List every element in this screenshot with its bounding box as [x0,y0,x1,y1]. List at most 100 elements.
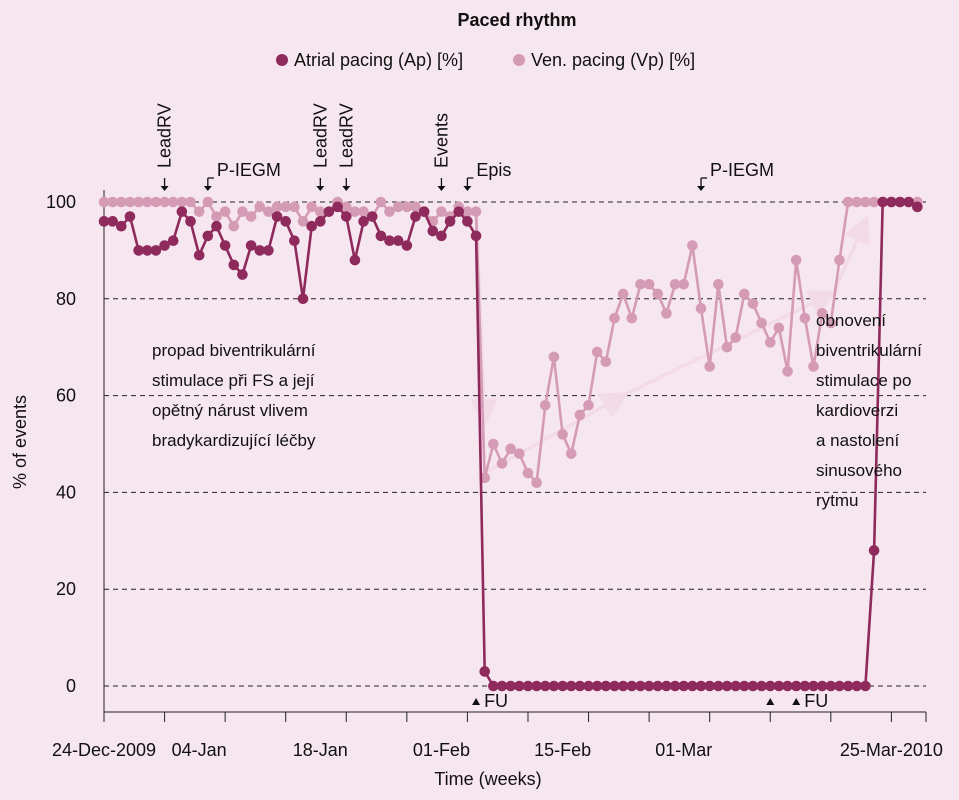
atrial-data-point [531,680,542,692]
ven-data-point [228,220,240,232]
ven-data-point [280,201,292,213]
ven-data-point [756,317,767,329]
atrial-data-point [306,220,317,232]
atrial-data-point [713,680,724,692]
event-marker-arrow [316,186,325,191]
ven-data-point [98,196,110,208]
annotation-line: propad biventrikulární [152,341,316,360]
annotation-line: opětný nárust vlivem [152,401,308,420]
atrial-data-point [496,680,508,692]
x-axis-title: Time (weeks) [434,769,541,789]
atrial-data-point [488,680,499,692]
annotation-line: a nastolení [816,431,899,450]
fu-marker-arrow [792,698,801,705]
ven-data-point [531,477,542,489]
legend-ven-label: Ven. pacing (Vp) [%] [531,50,695,70]
annotation-2: obnovení biventrikulární stimulace po kardi… [816,311,922,510]
ven-data-point [141,196,153,208]
atrial-data-point [522,680,534,692]
atrial-data-point [505,680,516,692]
atrial-data-point [392,235,404,247]
ven-data-point [245,211,257,222]
atrial-data-point [289,235,300,247]
ven-data-point [626,312,638,324]
ven-data-point [661,308,672,319]
ven-data-point [202,196,214,208]
atrial-data-point [574,680,586,692]
ven-data-point [747,298,759,309]
x-tick-label: 25-Mar-2010 [840,740,943,760]
ven-data-point [392,201,404,213]
ven-data-point [358,206,369,217]
atrial-data-point [842,680,854,692]
y-axis-ticks: 0 20 40 60 80 100 [46,192,76,696]
fu-marker-arrow [766,698,775,705]
y-tick-label: 40 [56,482,76,502]
annotation-line: stimulace po [816,371,911,390]
fu-marker: FU [792,691,828,711]
ven-data-point [773,322,785,334]
atrial-data-point [877,196,889,208]
atrial-data-point [176,206,188,217]
ven-data-point [669,278,681,290]
annotation-line: rytmu [816,491,859,510]
trend-arrow [483,392,630,475]
ven-data-point [124,196,136,208]
atrial-data-point [150,245,162,256]
x-axis: 24-Dec-2009 04-Jan 18-Jan 01-Feb 15-Feb 01-Ma… [52,190,943,760]
ven-data-point [591,346,603,358]
atrial-data-point [401,240,413,251]
legend: Atrial pacing (Ap) [%] Ven. pacing (Vp) … [276,50,695,70]
atrial-data-point [98,216,110,227]
event-marker-arrow [342,186,351,191]
ven-data-point [825,317,837,329]
atrial-data-point [427,225,439,237]
atrial-data-point [609,680,620,692]
legend-atrial-marker [276,54,288,66]
event-marker-label: Epis [476,160,511,180]
event-markers: LeadRV P-IEGM LeadRV LeadRV Events Epis P-IEGM… [155,103,829,711]
atrial-data-point [349,254,361,266]
ven-data-point [193,206,205,217]
atrial-data-point [860,680,871,692]
atrial-data-point [297,293,309,305]
atrial-data-point [825,680,837,692]
ven-data-point [687,240,698,251]
ven-data-point [116,196,127,208]
atrial-data-point [418,206,430,217]
event-marker-label: LeadRV [336,103,356,168]
event-marker-arrow [203,186,212,191]
atrial-data-point [747,680,759,692]
x-tick-label: 01-Feb [413,740,470,760]
atrial-data-point [687,680,698,692]
atrial-data-point [894,196,906,208]
atrial-data-point [539,680,551,692]
atrial-data-point [185,216,196,227]
ven-data-point [505,443,516,455]
annotation-line: biventrikulární [816,341,922,360]
atrial-data-point [462,216,473,227]
atrial-data-point [704,680,715,692]
x-tick-label: 18-Jan [293,740,348,760]
atrial-data-point [479,666,491,677]
ven-data-point [678,278,690,290]
atrial-data-point [652,680,664,692]
atrial-data-point [790,680,802,692]
event-marker: Events [431,113,451,191]
atrial-data-point [548,680,560,692]
ven-data-point [721,341,733,353]
atrial-data-point [808,680,819,692]
atrial-data-point [591,680,603,692]
ven-data-point [704,361,715,372]
atrial-data-point [237,269,248,280]
y-tick-label: 80 [56,289,76,309]
atrial-data-point [107,216,118,227]
atrial-data-point [254,245,266,256]
ven-data-point [522,467,534,479]
annotation-1: propad biventrikulární stimulace při FS a… [152,341,316,450]
atrial-data-point [470,230,482,242]
fu-marker-label: FU [804,691,828,711]
ven-data-point [738,288,750,300]
y-tick-label: 20 [56,579,76,599]
ven-data-point [574,409,586,421]
